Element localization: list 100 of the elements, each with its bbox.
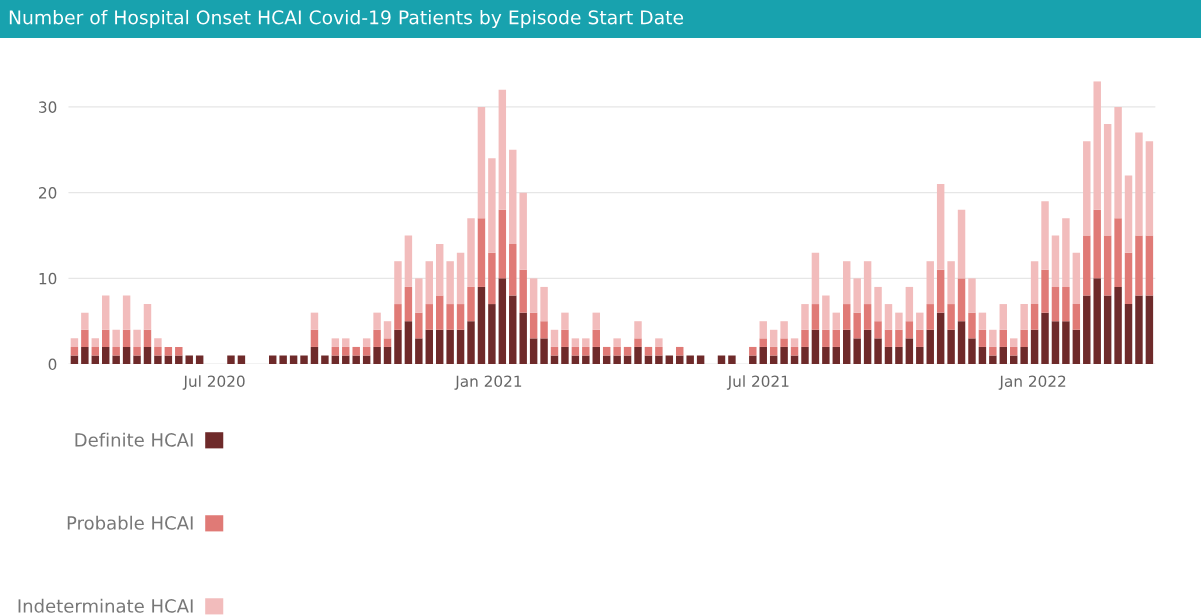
bar	[801, 346, 809, 365]
bar	[488, 252, 496, 305]
bar	[978, 329, 987, 347]
bar	[686, 355, 694, 365]
bar	[133, 329, 141, 347]
bar	[811, 329, 820, 365]
bar	[1114, 106, 1122, 219]
bar	[916, 329, 924, 347]
bar	[1093, 81, 1101, 210]
bar	[936, 269, 945, 313]
bar	[874, 321, 882, 339]
bar	[467, 321, 475, 365]
bar	[70, 338, 79, 347]
bar	[822, 346, 830, 365]
y-tick-label: 0	[48, 358, 57, 371]
bar	[759, 346, 767, 365]
bar	[780, 338, 788, 347]
bar	[342, 355, 350, 365]
chart-title: Number of Hospital Onset HCAI Covid-19 Patients by Episode Start Date	[9, 9, 684, 29]
legend-label: Probable HCAI	[67, 515, 193, 530]
bar	[1093, 278, 1101, 365]
x-tick-label: Jan 2022	[998, 375, 1066, 390]
bar	[519, 269, 527, 313]
bar	[425, 304, 433, 330]
bar	[154, 338, 162, 347]
bar	[1083, 295, 1091, 365]
bar	[1124, 252, 1133, 305]
bar	[749, 346, 757, 356]
bar	[404, 321, 413, 365]
bar	[1135, 235, 1143, 296]
bar	[592, 346, 600, 365]
bar	[435, 244, 444, 296]
bar	[613, 355, 621, 365]
bar	[435, 295, 444, 330]
bar	[561, 312, 569, 330]
bar	[102, 346, 110, 365]
bar	[999, 329, 1008, 347]
bar	[582, 338, 590, 347]
bar	[1051, 286, 1060, 322]
bar	[394, 261, 402, 305]
y-tick-label: 20	[39, 187, 57, 199]
bar	[1124, 175, 1133, 253]
bar	[175, 355, 183, 365]
bar	[634, 321, 642, 339]
bar	[1114, 218, 1122, 287]
bar	[456, 304, 465, 330]
bar	[1072, 252, 1081, 305]
bar	[613, 338, 621, 347]
bar	[936, 184, 945, 270]
bar	[1083, 141, 1091, 236]
bar	[498, 209, 507, 279]
bar	[769, 346, 778, 356]
bar	[498, 278, 507, 365]
bar	[1009, 338, 1018, 347]
bar	[446, 261, 454, 305]
legend-label: Definite HCAI	[75, 432, 193, 447]
bar	[540, 286, 548, 322]
bar	[989, 346, 997, 356]
bar	[1020, 304, 1028, 330]
bar	[394, 329, 402, 365]
bar	[853, 338, 861, 365]
bar	[425, 261, 433, 305]
bar	[1051, 321, 1060, 365]
bar	[383, 321, 392, 339]
bar	[874, 286, 882, 322]
bar	[989, 329, 997, 347]
bar	[509, 295, 517, 365]
bar	[415, 312, 423, 339]
bar	[571, 338, 580, 347]
bar	[1145, 295, 1154, 365]
bar	[874, 338, 882, 365]
bar	[895, 346, 903, 365]
bar	[655, 355, 663, 365]
bar	[143, 304, 152, 330]
bar	[373, 346, 381, 365]
bar	[1041, 269, 1049, 313]
bar	[853, 312, 861, 339]
bar	[759, 321, 767, 339]
bar	[185, 355, 193, 365]
bar	[342, 346, 350, 356]
bar	[592, 329, 600, 347]
bar	[634, 346, 642, 365]
bar	[122, 329, 131, 347]
bar	[947, 329, 955, 365]
bar	[300, 355, 308, 365]
bar	[561, 346, 569, 365]
bar	[550, 329, 559, 347]
bar	[164, 346, 173, 356]
bar	[133, 346, 141, 356]
bar	[863, 304, 872, 330]
bar	[978, 346, 987, 365]
bar	[1103, 235, 1112, 296]
bar	[832, 329, 841, 347]
bar	[1030, 261, 1039, 305]
bar	[1062, 286, 1070, 322]
bar	[884, 346, 893, 365]
bar	[1062, 218, 1070, 287]
bar	[81, 312, 89, 330]
bar	[623, 346, 632, 356]
bar	[822, 329, 830, 347]
